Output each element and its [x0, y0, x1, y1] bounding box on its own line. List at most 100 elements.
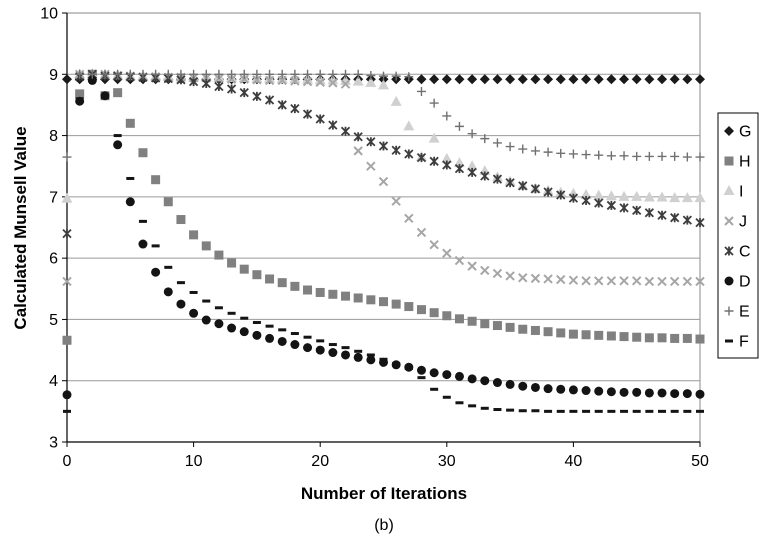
- data-point-D: [265, 333, 275, 343]
- data-point-F: [607, 409, 616, 413]
- data-point-D: [480, 376, 490, 386]
- data-point-I: [390, 95, 402, 106]
- data-point-I: [669, 192, 681, 203]
- data-point-H: [416, 305, 426, 315]
- data-point-I: [618, 190, 630, 201]
- data-point-D: [125, 197, 135, 207]
- data-point-D: [619, 387, 629, 397]
- data-point-E: [353, 69, 363, 79]
- data-point-D: [315, 345, 325, 355]
- data-point-G: [619, 74, 630, 85]
- data-point-J: [581, 276, 591, 286]
- data-point-C: [632, 205, 642, 215]
- data-point-C: [429, 156, 439, 166]
- data-point-G: [555, 74, 566, 85]
- data-point-E: [176, 69, 186, 79]
- legend-marker-J: [724, 216, 734, 226]
- data-point-I: [643, 191, 655, 202]
- x-tick-labels: 0 10 20 30 40 50: [63, 453, 709, 470]
- data-point-F: [63, 409, 71, 413]
- legend-item-G: G: [724, 124, 751, 141]
- data-point-J: [454, 255, 465, 266]
- data-point-D: [530, 382, 540, 392]
- data-point-E: [138, 69, 148, 79]
- data-point-J: [492, 268, 503, 279]
- data-point-C: [670, 213, 680, 223]
- data-point-D: [366, 355, 376, 365]
- data-point-E: [189, 69, 199, 79]
- legend-label-D: D: [739, 274, 751, 291]
- data-point-H: [75, 89, 85, 99]
- data-point-G: [631, 74, 642, 85]
- data-point-H: [265, 274, 275, 284]
- data-point-E: [252, 69, 262, 79]
- data-point-D: [632, 387, 642, 397]
- data-point-F: [582, 409, 591, 413]
- data-point-C: [315, 114, 325, 124]
- data-point-F: [100, 96, 109, 100]
- data-point-F: [252, 320, 261, 324]
- legend-marker-G: [724, 126, 734, 136]
- data-point-G: [517, 74, 528, 85]
- data-point-I: [631, 190, 643, 201]
- data-point-D: [62, 390, 72, 400]
- data-point-C: [302, 109, 313, 119]
- data-point-D: [303, 343, 313, 353]
- data-point-D: [492, 378, 502, 388]
- data-point-E: [594, 150, 604, 160]
- data-point-C: [518, 181, 528, 191]
- data-point-D: [454, 371, 464, 381]
- legend-marker-I: [723, 185, 735, 195]
- data-point-D: [606, 387, 616, 397]
- data-point-D: [163, 287, 173, 297]
- data-point-E: [454, 121, 464, 131]
- data-point-G: [467, 74, 478, 85]
- data-point-H: [328, 289, 338, 299]
- data-point-J: [543, 274, 553, 284]
- data-point-E: [492, 138, 502, 148]
- data-point-E: [695, 152, 705, 162]
- data-point-H: [543, 327, 553, 337]
- data-point-H: [290, 281, 300, 291]
- data-point-I: [593, 189, 605, 200]
- data-point-C: [416, 152, 427, 163]
- data-point-F: [683, 409, 692, 413]
- data-point-E: [556, 148, 566, 158]
- data-point-F: [278, 328, 287, 332]
- data-point-I: [466, 160, 478, 171]
- data-point-D: [429, 368, 439, 378]
- data-point-H: [492, 321, 502, 331]
- data-point-D: [201, 315, 211, 325]
- data-point-H: [315, 287, 325, 297]
- data-point-F: [632, 409, 641, 413]
- data-point-F: [531, 409, 540, 413]
- data-point-F: [556, 409, 565, 413]
- y-tick-label: 3: [49, 435, 58, 452]
- data-point-H: [695, 334, 705, 344]
- data-point-H: [594, 330, 604, 340]
- data-point-I: [694, 192, 706, 203]
- data-point-E: [62, 152, 72, 162]
- data-point-J: [505, 271, 515, 281]
- data-point-D: [290, 340, 300, 350]
- data-point-H: [480, 319, 490, 329]
- data-point-F: [392, 362, 401, 366]
- data-point-D: [176, 299, 186, 309]
- data-point-D: [151, 267, 161, 277]
- data-point-C: [290, 103, 300, 114]
- data-point-C: [543, 187, 553, 197]
- data-point-J: [442, 248, 452, 258]
- y-tick-label: 9: [49, 67, 58, 84]
- data-point-H: [568, 329, 578, 339]
- data-point-C: [340, 126, 351, 136]
- y-tick-label: 10: [40, 6, 58, 23]
- data-point-J: [467, 261, 477, 271]
- data-point-E: [644, 151, 654, 161]
- data-point-H: [619, 332, 629, 342]
- data-point-H: [644, 333, 654, 343]
- y-tick-label: 7: [49, 189, 58, 206]
- data-point-F: [354, 349, 363, 353]
- figure-caption: (b): [374, 517, 394, 534]
- data-point-J: [277, 75, 287, 86]
- data-point-F: [493, 408, 502, 412]
